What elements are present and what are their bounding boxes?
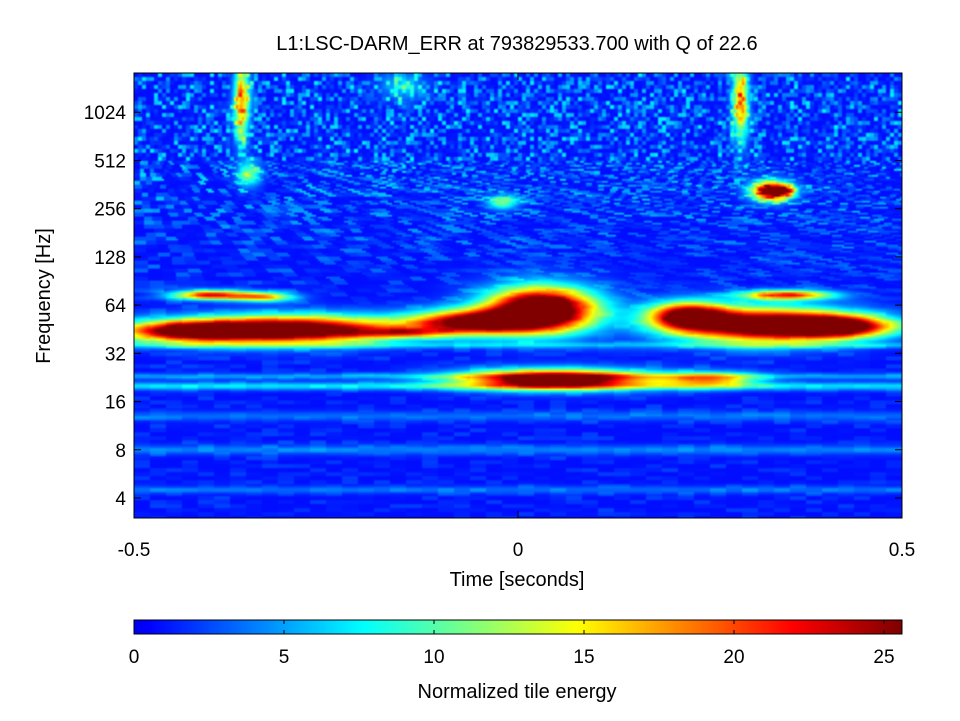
energy-heatmap [134, 73, 902, 518]
y-tick-label: 8 [115, 441, 126, 462]
colorbar-frame [133, 619, 903, 635]
x-tick-label: -0.5 [118, 540, 151, 561]
colorbar-tick-label: 0 [129, 647, 140, 668]
y-axis-label: Frequency [Hz] [33, 228, 55, 364]
colorbar-ticks: 0 5 10 15 20 25 [129, 620, 895, 668]
x-tick-label: 0.5 [889, 540, 915, 561]
colorbar-tick-label: 20 [723, 647, 744, 668]
y-tick-label: 32 [105, 344, 126, 365]
colorbar-tick-label: 25 [873, 647, 894, 668]
colorbar-tick-label: 15 [573, 647, 594, 668]
y-tick-label: 256 [94, 200, 126, 221]
colorbar-tick-label: 10 [423, 647, 444, 668]
y-tick-label: 128 [94, 248, 126, 269]
colorbar-gradient [134, 620, 902, 634]
spectrogram-plot: 4 8 16 32 64 128 256 512 1024 -0.5 0 0.5 [84, 72, 915, 561]
colorbar-label: Normalized tile energy [418, 681, 617, 703]
colorbar-tick-label: 5 [279, 647, 290, 668]
y-tick-label: 4 [115, 489, 126, 510]
y-tick-label: 16 [105, 393, 126, 414]
y-tick-label: 64 [105, 296, 127, 317]
colorbar: 0 5 10 15 20 25 [129, 619, 903, 668]
x-axis-label: Time [seconds] [450, 569, 585, 591]
y-tick-label: 1024 [84, 103, 127, 124]
y-axis-ticks: 4 8 16 32 64 128 256 512 1024 [84, 103, 902, 510]
chart-title: L1:LSC-DARM_ERR at 793829533.700 with Q … [276, 33, 757, 55]
y-tick-label: 512 [94, 151, 126, 172]
x-tick-label: 0 [513, 540, 524, 561]
x-axis-ticks: -0.5 0 0.5 [118, 73, 915, 561]
